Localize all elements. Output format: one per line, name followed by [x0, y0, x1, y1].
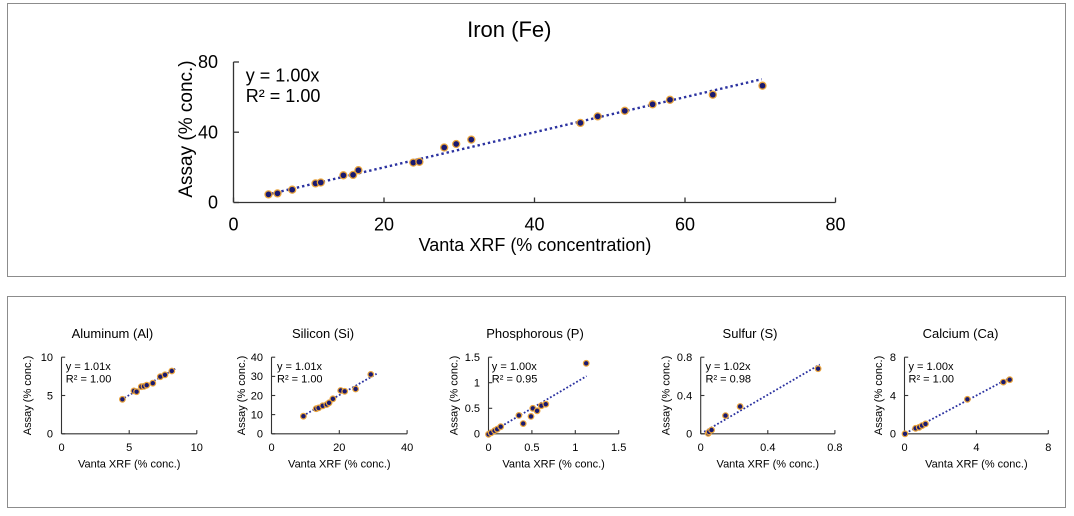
svg-text:5: 5 — [126, 442, 132, 454]
svg-text:0: 0 — [58, 442, 64, 454]
svg-text:4: 4 — [973, 442, 979, 454]
svg-text:Iron (Fe): Iron (Fe) — [467, 17, 551, 42]
svg-text:1: 1 — [572, 442, 578, 454]
svg-text:0.5: 0.5 — [524, 442, 539, 454]
svg-text:y = 1.02x: y = 1.02x — [706, 361, 751, 373]
svg-text:Assay (% conc.): Assay (% conc.) — [873, 356, 885, 435]
svg-text:0: 0 — [268, 442, 274, 454]
svg-text:y = 1.01x: y = 1.01x — [277, 361, 322, 373]
svg-text:Calcium (Ca): Calcium (Ca) — [923, 326, 999, 341]
svg-text:40: 40 — [251, 352, 263, 364]
svg-text:20: 20 — [333, 442, 345, 454]
svg-text:5: 5 — [47, 390, 53, 402]
svg-text:y = 1.00x: y = 1.00x — [909, 361, 954, 373]
svg-text:0.8: 0.8 — [827, 442, 842, 454]
svg-text:Phosphorous (P): Phosphorous (P) — [486, 326, 584, 341]
svg-text:10: 10 — [251, 409, 263, 421]
svg-text:0.8: 0.8 — [677, 352, 692, 364]
svg-text:8: 8 — [890, 352, 896, 364]
svg-text:0: 0 — [698, 442, 704, 454]
svg-text:R² = 1.00: R² = 1.00 — [277, 374, 323, 386]
svg-text:10: 10 — [191, 442, 203, 454]
svg-text:Assay (% conc.): Assay (% conc.) — [660, 356, 672, 435]
svg-text:Aluminum (Al): Aluminum (Al) — [72, 326, 154, 341]
svg-text:Assay (% conc.): Assay (% conc.) — [448, 356, 460, 435]
svg-text:0: 0 — [474, 429, 480, 441]
svg-text:0: 0 — [890, 429, 896, 441]
svg-text:1.5: 1.5 — [465, 352, 480, 364]
svg-text:80: 80 — [825, 215, 845, 235]
svg-text:Vanta XRF (% conc.): Vanta XRF (% conc.) — [502, 459, 605, 471]
svg-text:30: 30 — [251, 371, 263, 383]
svg-text:Assay (% conc.): Assay (% conc.) — [22, 356, 34, 435]
svg-text:0: 0 — [686, 429, 692, 441]
svg-text:0.4: 0.4 — [760, 442, 775, 454]
svg-text:0: 0 — [208, 193, 218, 213]
svg-text:Assay (% conc.): Assay (% conc.) — [236, 356, 248, 435]
svg-text:0: 0 — [228, 215, 238, 235]
svg-text:0.5: 0.5 — [465, 403, 480, 415]
svg-text:40: 40 — [198, 122, 218, 142]
svg-text:Vanta XRF (% concentration): Vanta XRF (% concentration) — [419, 235, 652, 255]
svg-text:1: 1 — [474, 378, 480, 390]
svg-text:Sulfur (S): Sulfur (S) — [723, 326, 778, 341]
svg-text:20: 20 — [251, 390, 263, 402]
svg-text:20: 20 — [374, 215, 394, 235]
svg-text:R² = 1.00: R² = 1.00 — [66, 374, 112, 386]
svg-text:R² = 0.98: R² = 0.98 — [706, 374, 752, 386]
svg-text:0.4: 0.4 — [677, 390, 692, 402]
svg-text:40: 40 — [524, 215, 544, 235]
svg-text:8: 8 — [1045, 442, 1051, 454]
svg-text:Assay (% conc.): Assay (% conc.) — [176, 60, 197, 197]
svg-text:0: 0 — [257, 429, 263, 441]
svg-text:10: 10 — [41, 352, 53, 364]
svg-text:Vanta XRF (% conc.): Vanta XRF (% conc.) — [925, 459, 1028, 471]
svg-text:4: 4 — [890, 390, 896, 402]
svg-text:40: 40 — [401, 442, 413, 454]
svg-text:80: 80 — [198, 52, 218, 72]
svg-text:Vanta XRF (% conc.): Vanta XRF (% conc.) — [288, 459, 391, 471]
svg-text:1.5: 1.5 — [611, 442, 626, 454]
svg-text:R² = 1.00: R² = 1.00 — [246, 86, 321, 106]
svg-text:y = 1.00x: y = 1.00x — [246, 65, 320, 85]
svg-text:Vanta XRF (% conc.): Vanta XRF (% conc.) — [717, 459, 820, 471]
svg-text:0: 0 — [901, 442, 907, 454]
svg-text:0: 0 — [47, 429, 53, 441]
svg-text:Vanta XRF (% conc.): Vanta XRF (% conc.) — [78, 459, 181, 471]
svg-text:Silicon (Si): Silicon (Si) — [292, 326, 354, 341]
svg-text:R² = 1.00: R² = 1.00 — [909, 374, 955, 386]
svg-text:0: 0 — [485, 442, 491, 454]
svg-text:y = 1.00x: y = 1.00x — [492, 361, 537, 373]
svg-text:R² = 0.95: R² = 0.95 — [492, 374, 538, 386]
svg-text:60: 60 — [675, 215, 695, 235]
svg-text:y = 1.01x: y = 1.01x — [66, 361, 111, 373]
